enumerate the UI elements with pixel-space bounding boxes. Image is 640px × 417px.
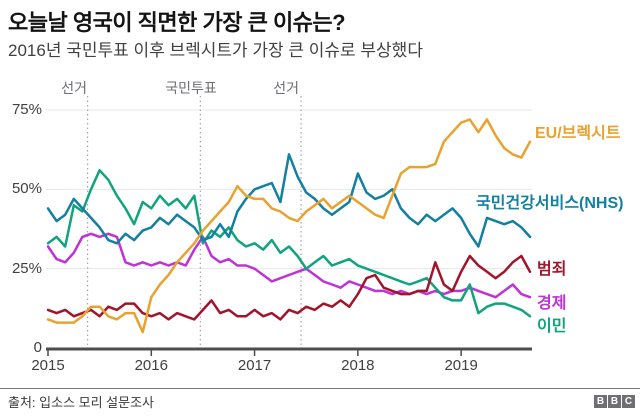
source-credit: 출처: 입소스 모리 설문조사 (8, 395, 155, 410)
footer-divider (0, 388, 640, 389)
y-tick-label-75: 75% (11, 101, 42, 118)
series-line-EU/브렉시트 (46, 118, 532, 334)
series-label-nhs: 국민건강서비스(NHS) (476, 195, 624, 212)
x-tick-label-2017: 2017 (237, 357, 272, 374)
series-line-이민 (46, 169, 532, 318)
page-title: 오늘날 영국이 직면한 가장 큰 이슈는? (8, 10, 346, 35)
event-annotation-referendum: 국민투표 (165, 80, 217, 96)
x-tick-label-2019: 2019 (444, 357, 478, 374)
series-line-경제 (46, 232, 532, 299)
event-annotation-election-2015: 선거 (61, 80, 87, 96)
bbc-logo-block-2: B (608, 395, 621, 408)
event-annotation-election-2017: 선거 (273, 80, 299, 96)
bbc-logo-block-1: B (594, 395, 607, 408)
chart-subtitle: 2016년 국민투표 이후 브렉시트가 가장 큰 이슈로 부상했다 (8, 41, 423, 60)
series-label-immigration: 이민 (537, 318, 567, 335)
series-line-국민건강서비스(NHS) (46, 153, 532, 248)
y-tick-label-50: 50% (11, 180, 42, 198)
series-label-crime: 범죄 (537, 261, 567, 278)
y-tick-label-0: 0 (33, 339, 42, 356)
x-tick-label-2016: 2016 (134, 357, 168, 374)
x-tick-label-2018: 2018 (341, 357, 375, 374)
bbc-logo-block-3: C (622, 395, 635, 408)
series-label-eu: EU/브렉시트 (535, 125, 621, 142)
bbc-logo: B B C (594, 395, 635, 408)
y-tick-label-25: 25% (11, 259, 42, 277)
series-label-economy: 경제 (537, 295, 567, 312)
x-tick-label-2015: 2015 (31, 357, 65, 374)
series-line-범죄 (46, 254, 532, 321)
